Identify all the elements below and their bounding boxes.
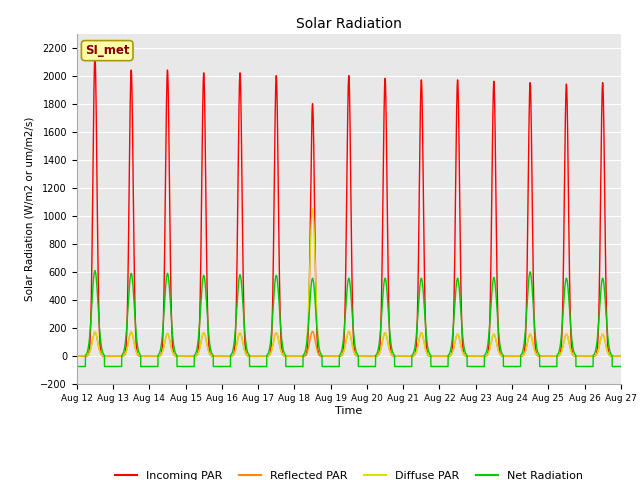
- Reflected PAR: [308, 328, 316, 334]
- Diffuse PAR: [171, 352, 179, 358]
- Incoming PAR: [91, 53, 99, 59]
- Reflected PAR: [328, 353, 336, 359]
- Title: Solar Radiation: Solar Radiation: [296, 17, 402, 31]
- Net Radiation: [617, 364, 625, 370]
- Line: Net Radiation: Net Radiation: [77, 270, 621, 367]
- Diffuse PAR: [471, 353, 479, 359]
- Incoming PAR: [291, 353, 298, 359]
- Incoming PAR: [441, 353, 449, 359]
- Reflected PAR: [616, 353, 624, 359]
- Net Radiation: [616, 364, 624, 370]
- Diffuse PAR: [616, 353, 624, 359]
- Reflected PAR: [441, 353, 449, 359]
- Reflected PAR: [73, 353, 81, 359]
- Text: SI_met: SI_met: [85, 44, 129, 57]
- Reflected PAR: [617, 353, 625, 359]
- Net Radiation: [73, 364, 81, 370]
- Reflected PAR: [171, 352, 179, 358]
- Incoming PAR: [329, 353, 337, 359]
- Y-axis label: Solar Radiation (W/m2 or um/m2/s): Solar Radiation (W/m2 or um/m2/s): [25, 117, 35, 301]
- Net Radiation: [502, 364, 509, 370]
- Diffuse PAR: [308, 206, 316, 212]
- Incoming PAR: [502, 353, 509, 359]
- Incoming PAR: [616, 353, 624, 359]
- Legend: Incoming PAR, Reflected PAR, Diffuse PAR, Net Radiation: Incoming PAR, Reflected PAR, Diffuse PAR…: [110, 467, 588, 480]
- Diffuse PAR: [73, 353, 81, 359]
- Line: Diffuse PAR: Diffuse PAR: [77, 209, 621, 356]
- Net Radiation: [91, 267, 99, 273]
- Net Radiation: [328, 364, 336, 370]
- Diffuse PAR: [441, 353, 449, 359]
- Reflected PAR: [502, 353, 509, 359]
- Diffuse PAR: [328, 353, 336, 359]
- Reflected PAR: [436, 353, 444, 359]
- Diffuse PAR: [617, 353, 625, 359]
- Line: Incoming PAR: Incoming PAR: [77, 56, 621, 356]
- X-axis label: Time: Time: [335, 406, 362, 416]
- Net Radiation: [471, 364, 479, 370]
- Reflected PAR: [471, 353, 479, 359]
- Incoming PAR: [73, 353, 81, 359]
- Incoming PAR: [617, 353, 625, 359]
- Line: Reflected PAR: Reflected PAR: [77, 331, 621, 356]
- Net Radiation: [441, 364, 449, 370]
- Incoming PAR: [471, 353, 479, 359]
- Diffuse PAR: [502, 353, 509, 359]
- Diffuse PAR: [436, 353, 444, 359]
- Incoming PAR: [171, 353, 179, 359]
- Net Radiation: [171, 348, 179, 353]
